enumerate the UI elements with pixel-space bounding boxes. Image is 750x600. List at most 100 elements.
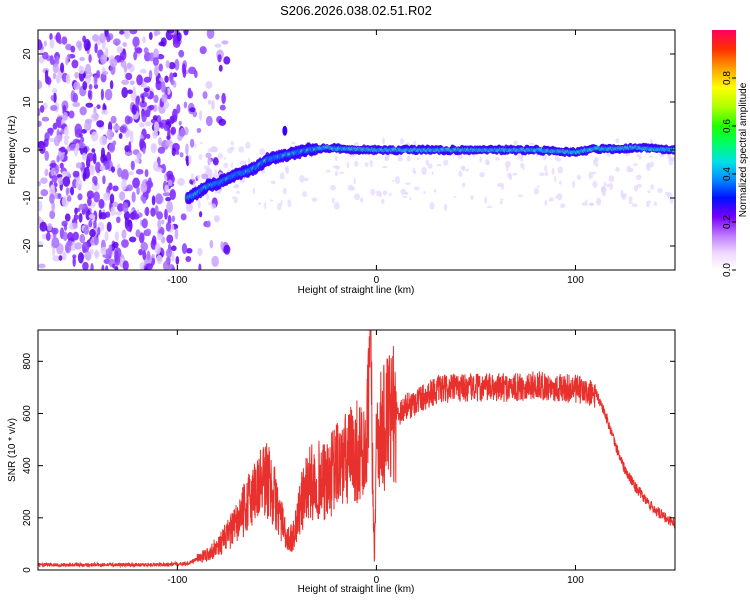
- spectrogram-noise-blob: [164, 184, 170, 193]
- spectrogram-noise-blob: [63, 223, 68, 231]
- spectrogram-haze-blob: [409, 196, 412, 201]
- spectrogram-noise-blob: [50, 184, 55, 190]
- spectrogram-haze-blob: [591, 171, 597, 175]
- spectrogram-noise-blob: [142, 250, 147, 261]
- spectrogram-noise-blob: [136, 152, 142, 160]
- spectrogram-haze-blob: [401, 195, 408, 198]
- spectrogram-haze-blob: [513, 140, 518, 146]
- spectrogram-noise-blob: [52, 63, 59, 74]
- spectrogram-noise-blob: [52, 255, 60, 262]
- spectrogram-noise-blob: [92, 34, 99, 42]
- spectrogram-noise-blob: [89, 248, 94, 255]
- spectrogram-noise-blob: [87, 196, 92, 207]
- spectrogram-noise-blob: [130, 90, 137, 102]
- spectrogram-haze-blob: [647, 190, 651, 194]
- spectrogram-noise-blob: [80, 129, 87, 134]
- spectrogram-noise-blob: [170, 126, 177, 135]
- spectrogram-noise-blob: [186, 247, 193, 254]
- spectrogram-haze-blob: [199, 141, 204, 145]
- spectrogram-noise-blob: [106, 34, 111, 43]
- spectrogram-noise-blob: [139, 68, 147, 74]
- spectrogram-noise-blob: [98, 209, 102, 220]
- spectrogram-haze-blob: [190, 173, 195, 182]
- snr-x-label: Height of straight line (km): [298, 584, 415, 595]
- spectrogram-noise-blob: [44, 168, 49, 177]
- spectrogram-haze-blob: [500, 183, 504, 190]
- spectrogram-noise-blob: [171, 215, 176, 223]
- spectrogram-noise-blob: [78, 203, 86, 210]
- spectrogram-noise-blob: [66, 231, 74, 241]
- spectrogram-noise-blob: [205, 152, 212, 159]
- spectrogram-noise-blob: [121, 79, 130, 85]
- spectrogram-y-tick-label: 20: [22, 48, 33, 60]
- spectrogram-noise-blob: [138, 232, 145, 244]
- snr-y-tick-label: 400: [22, 457, 33, 474]
- spectrogram-haze-blob: [649, 139, 653, 143]
- spectrogram-noise-blob: [99, 135, 108, 146]
- spectrogram-noise-blob: [181, 63, 186, 75]
- spectrogram-noise-blob: [38, 120, 42, 127]
- spectrogram-noise-blob: [61, 196, 69, 208]
- spectrogram-noise-blob: [175, 255, 180, 265]
- spectrogram-noise-blob: [49, 33, 53, 41]
- spectrogram-noise-blob: [198, 263, 202, 270]
- spectrogram-haze-blob: [354, 160, 359, 167]
- spectrogram-noise-blob: [176, 104, 181, 114]
- spectrogram-noise-blob: [88, 53, 92, 63]
- spectrogram-noise-blob: [155, 79, 163, 91]
- spectrogram-noise-blob: [122, 260, 129, 270]
- spectrogram-noise-blob: [157, 146, 166, 154]
- spectrogram-noise-blob: [83, 39, 91, 51]
- spectrogram-haze-blob: [636, 154, 640, 157]
- spectrogram-noise-blob: [72, 222, 78, 230]
- spectrogram-ridge-spike: [282, 125, 288, 136]
- spectrogram-noise-blob: [85, 102, 94, 108]
- spectrogram-noise-blob: [176, 32, 182, 42]
- spectrogram-haze-blob: [512, 172, 518, 176]
- spectrogram-haze-blob: [217, 152, 224, 160]
- spectrogram-noise-blob: [211, 255, 219, 268]
- spectrogram-noise-blob: [193, 70, 198, 79]
- spectrogram-haze-blob: [559, 180, 562, 185]
- spectrogram-haze-blob: [287, 199, 292, 208]
- spectrogram-haze-blob: [653, 201, 658, 206]
- spectrogram-haze-blob: [536, 185, 540, 188]
- spectrogram-noise-blob: [192, 110, 198, 118]
- spectrogram-haze-blob: [207, 148, 212, 153]
- spectrogram-noise-blob: [187, 90, 194, 99]
- spectrogram-noise-blob: [62, 176, 71, 187]
- spectrogram-haze-blob: [669, 197, 674, 204]
- spectrogram-haze-blob: [615, 138, 620, 144]
- spectrogram-haze-blob: [203, 165, 210, 170]
- spectrogram-haze-blob: [277, 202, 282, 211]
- spectrogram-haze-blob: [658, 153, 665, 157]
- spectrogram-noise-blob: [148, 31, 153, 41]
- spectrogram-haze-blob: [606, 152, 611, 157]
- spectrogram-noise-blob: [59, 162, 64, 169]
- spectrogram-noise-blob: [162, 260, 170, 270]
- spectrogram-noise-blob: [50, 95, 55, 101]
- snr-y-ticks: 0 200 400 600 800: [22, 353, 675, 573]
- spectrogram-noise-blob: [94, 249, 98, 260]
- spectrogram-noise-blob: [158, 137, 162, 146]
- spectrogram-noise-blob: [223, 244, 231, 255]
- spectrogram-haze-blob: [382, 137, 385, 145]
- spectrogram-haze-blob: [462, 182, 466, 188]
- spectrogram-noise-blob: [125, 130, 134, 138]
- spectrogram-haze-blob: [458, 170, 463, 177]
- spectrogram-noise-blob: [39, 221, 48, 232]
- spectrogram-noise-blob: [167, 179, 173, 187]
- spectrogram-y-tick-label: 0: [22, 147, 33, 153]
- spectrogram-haze-blob: [592, 180, 598, 188]
- figure-title: S206.2026.038.02.51.R02: [280, 3, 432, 18]
- spectrogram-noise-blob: [52, 87, 58, 95]
- spectrogram-noise-blob: [183, 101, 188, 109]
- spectrogram-haze-blob: [247, 157, 251, 164]
- spectrogram-haze-blob: [425, 159, 429, 166]
- spectrogram-haze-blob: [230, 146, 235, 151]
- spectrogram-haze-blob: [589, 202, 594, 207]
- spectrogram-noise-blob: [160, 37, 167, 47]
- spectrogram-haze-blob: [205, 170, 211, 173]
- spectrogram-haze-blob: [370, 188, 376, 196]
- spectrogram-noise-blob: [115, 41, 119, 46]
